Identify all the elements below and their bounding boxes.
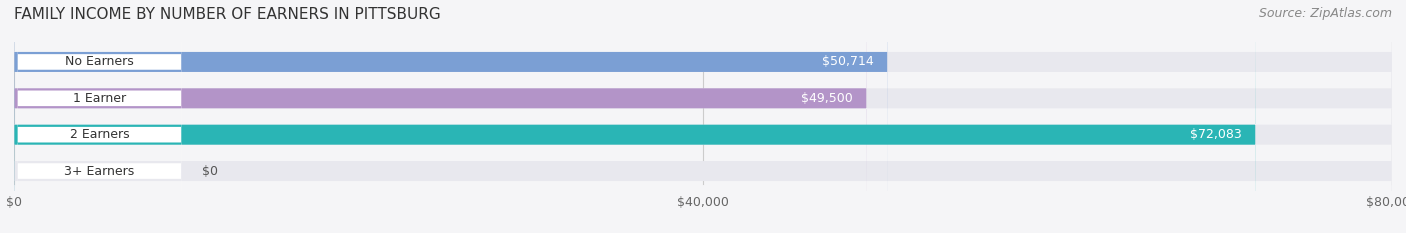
Text: 1 Earner: 1 Earner <box>73 92 127 105</box>
Text: 3+ Earners: 3+ Earners <box>65 164 135 178</box>
Text: $72,083: $72,083 <box>1189 128 1241 141</box>
FancyBboxPatch shape <box>17 0 181 233</box>
Text: $50,714: $50,714 <box>823 55 873 69</box>
Text: No Earners: No Earners <box>65 55 134 69</box>
Text: $0: $0 <box>202 164 218 178</box>
FancyBboxPatch shape <box>17 0 181 233</box>
Text: 2 Earners: 2 Earners <box>69 128 129 141</box>
FancyBboxPatch shape <box>14 0 1392 233</box>
FancyBboxPatch shape <box>14 0 1392 233</box>
Text: $49,500: $49,500 <box>801 92 853 105</box>
FancyBboxPatch shape <box>14 0 1392 233</box>
Text: FAMILY INCOME BY NUMBER OF EARNERS IN PITTSBURG: FAMILY INCOME BY NUMBER OF EARNERS IN PI… <box>14 7 441 22</box>
Text: Source: ZipAtlas.com: Source: ZipAtlas.com <box>1258 7 1392 20</box>
FancyBboxPatch shape <box>14 0 887 233</box>
FancyBboxPatch shape <box>14 0 1256 233</box>
FancyBboxPatch shape <box>14 0 866 233</box>
FancyBboxPatch shape <box>14 0 1392 233</box>
FancyBboxPatch shape <box>17 0 181 233</box>
FancyBboxPatch shape <box>17 0 181 233</box>
